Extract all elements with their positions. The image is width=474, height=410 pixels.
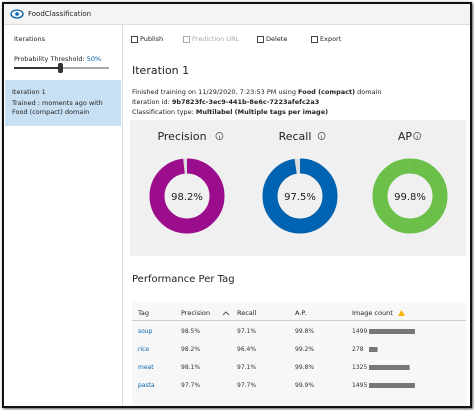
metrics-chart: Precision 98.2% Recall 97.5% AP 99.8% (149, 130, 448, 234)
metric-cell: 97.7% (181, 382, 201, 389)
metric-cell: 98.5% (181, 328, 201, 335)
metric-cell: 98.2% (181, 346, 201, 353)
info-icon (317, 132, 326, 140)
toolbar-button[interactable]: Prediction URL (192, 35, 240, 43)
info-line: Iteration id: 9b7823fc-3ec9-441b-8e6c-72… (132, 98, 319, 106)
metric-name: Precision (157, 130, 206, 143)
count-bar (369, 365, 410, 370)
info-value: Food (compact) (298, 88, 356, 96)
count-bar (369, 347, 378, 352)
slider-fill (14, 67, 61, 69)
info-label: Classification type: (132, 108, 196, 116)
metric-value: 99.8% (394, 192, 426, 203)
column-header[interactable]: Precision (181, 309, 211, 317)
toolbar-icon (131, 36, 138, 43)
info-label: domain (355, 88, 382, 96)
info-value: Multilabel (Multiple tags per image) (195, 108, 329, 116)
metric-name: AP (398, 130, 413, 143)
image-count: 1325 (352, 364, 368, 371)
count-bar (369, 329, 415, 334)
image-count: 278 (352, 346, 364, 353)
column-header[interactable]: A.P. (295, 309, 307, 317)
info-icon (215, 132, 224, 140)
top-bar (4, 4, 470, 25)
eye-icon (10, 9, 24, 19)
donut-arc (372, 158, 448, 234)
metric-cell: 98.1% (181, 364, 201, 371)
image-count: 1495 (352, 382, 368, 389)
metric-value: 98.2% (171, 192, 203, 203)
project-title: FoodClassification (28, 10, 92, 18)
info-label: Finished training on 11/29/2020, 7:23:53… (132, 88, 299, 96)
table-header-line (132, 320, 466, 321)
image-count: 1499 (352, 328, 368, 335)
metric-name: Recall (279, 130, 312, 143)
iteration-item[interactable] (5, 80, 121, 126)
toolbar-icon (257, 36, 264, 43)
performance-title: Performance Per Tag (132, 274, 235, 285)
threshold-value[interactable]: 50% (86, 55, 102, 63)
info-value: 9b7823fc-3ec9-441b-8e6c-7223afefc2a3 (171, 98, 320, 106)
toolbar-button[interactable]: Export (320, 35, 342, 43)
column-header[interactable]: Recall (237, 309, 257, 317)
tag-link[interactable]: rice (138, 346, 150, 353)
metric-cell: 97.1% (237, 328, 257, 335)
metric-cell: 99.2% (295, 346, 315, 353)
iteration-detail: Trained : moments ago with Food (compact… (12, 99, 103, 116)
column-header[interactable]: Image count (352, 309, 393, 317)
tag-link[interactable]: soup (138, 328, 153, 335)
column-header[interactable]: Tag (138, 309, 150, 317)
metric-cell: 97.7% (237, 382, 257, 389)
slider-knob[interactable] (58, 63, 63, 73)
warning-icon (398, 310, 405, 316)
metric-cell: 99.8% (295, 364, 315, 371)
iteration-name: Iteration 1 (12, 88, 46, 96)
info-line: Finished training on 11/29/2020, 7:23:53… (132, 88, 382, 96)
donut-arc (262, 158, 338, 234)
iterations-heading: Iterations (14, 35, 45, 43)
tag-link[interactable]: meat (138, 364, 154, 371)
info-icon (413, 132, 422, 140)
toolbar-button[interactable]: Publish (140, 35, 164, 43)
sort-arrow (222, 311, 230, 316)
table-bg (132, 302, 466, 406)
tag-link[interactable]: pasta (138, 382, 155, 389)
threshold-label: Probability Threshold: 50% (14, 55, 101, 63)
toolbar-icon (311, 36, 318, 43)
metric-cell: 99.8% (295, 328, 315, 335)
metric-cell: 99.9% (295, 382, 315, 389)
metric-cell: 97.1% (237, 364, 257, 371)
count-bar (369, 383, 415, 388)
iteration-title: Iteration 1 (132, 64, 190, 77)
toolbar-icon (183, 36, 190, 43)
info-line: Classification type: Multilabel (Multipl… (132, 108, 328, 116)
threshold-text: Probability Threshold: (14, 55, 85, 63)
metric-value: 97.5% (284, 192, 316, 203)
image-count-bars (222, 310, 415, 388)
metric-cell: 96.4% (237, 346, 257, 353)
toolbar-button[interactable]: Delete (266, 35, 288, 43)
info-label: Iteration id: (132, 98, 172, 106)
donut-arc (149, 158, 225, 234)
